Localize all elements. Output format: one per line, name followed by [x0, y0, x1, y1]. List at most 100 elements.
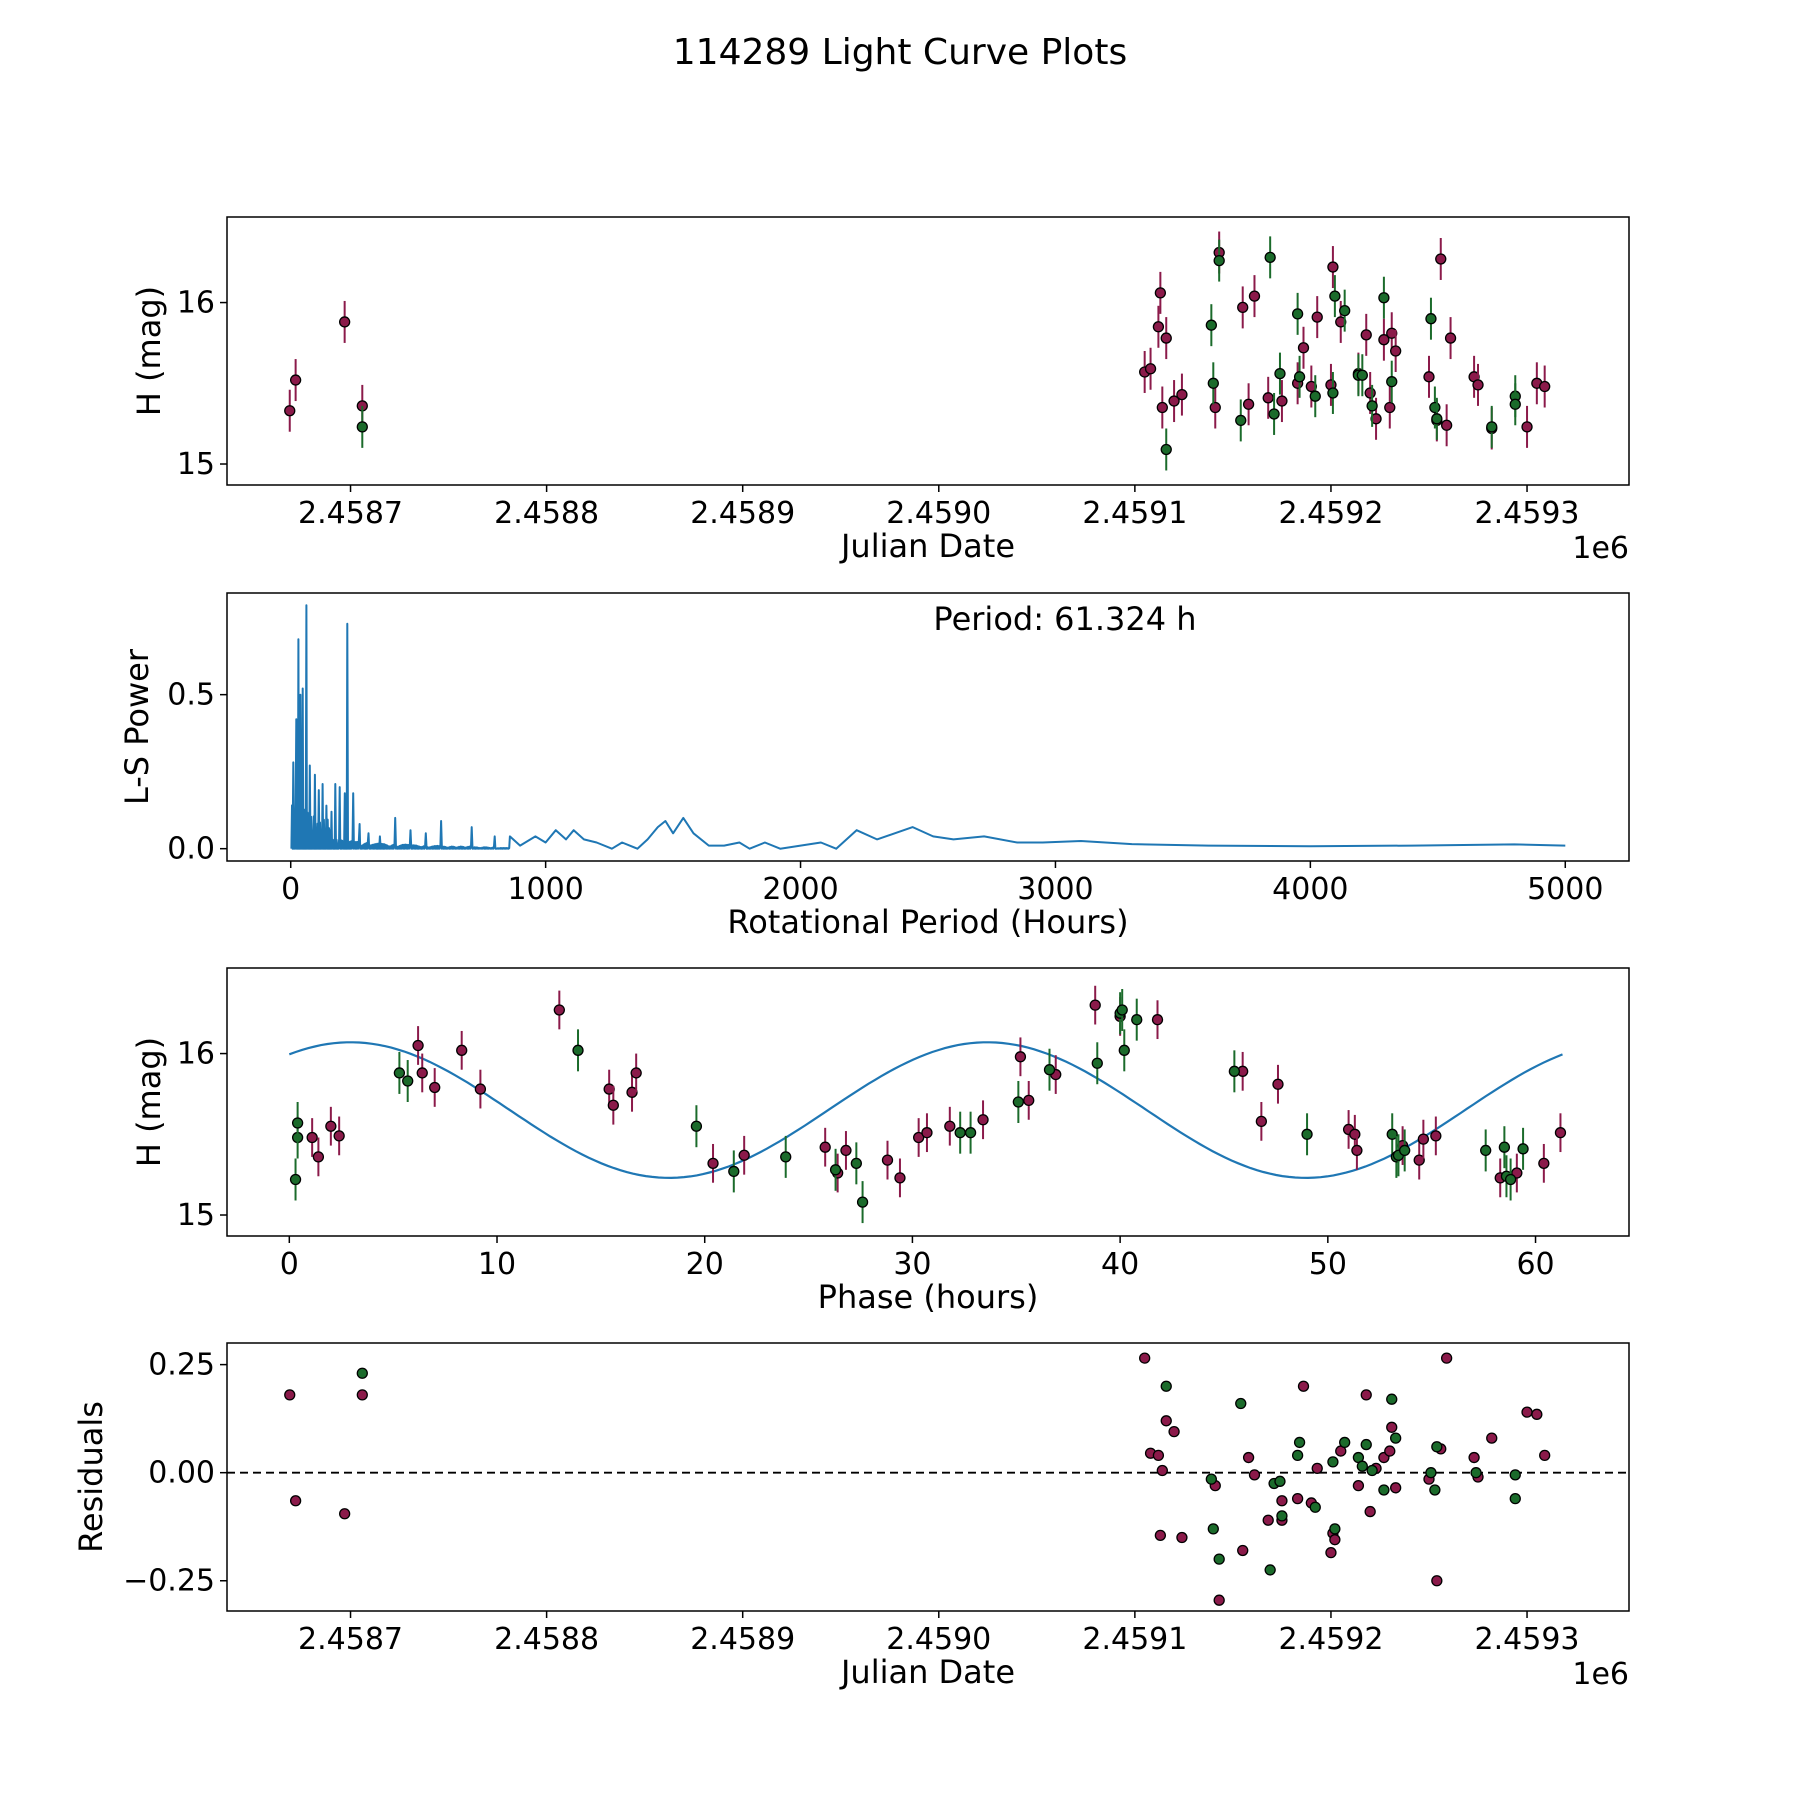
- data-point-red: [1349, 1128, 1361, 1140]
- x-tick-label: 2.4587: [298, 1622, 403, 1657]
- x-tick-label: 0: [280, 1247, 299, 1282]
- data-point-green: [1329, 1523, 1341, 1535]
- x-tick-label: 1000: [507, 872, 583, 907]
- data-point-green: [1431, 413, 1443, 425]
- y-tick-label: 15: [177, 447, 215, 482]
- data-point-green: [1327, 387, 1339, 399]
- x-tick-label: 2.4587: [298, 496, 403, 531]
- data-point-red: [1352, 1479, 1365, 1492]
- y-axis-label: H (mag): [130, 1037, 168, 1167]
- data-point-green: [356, 421, 368, 433]
- data-point-green: [291, 1117, 304, 1129]
- data-point-green: [1366, 1464, 1378, 1477]
- data-point-red: [1151, 1014, 1164, 1026]
- data-point-green: [1205, 1473, 1217, 1485]
- data-point-red: [1539, 380, 1551, 393]
- data-point-green: [402, 1075, 414, 1087]
- data-point-green: [1486, 421, 1498, 433]
- data-point-green: [1429, 1484, 1441, 1496]
- x-axis-label: Phase (hours): [818, 1278, 1039, 1316]
- x-tick-label: 0: [281, 872, 300, 907]
- axes-frame: [226, 216, 1630, 486]
- x-tick-label: 2.4588: [494, 496, 599, 531]
- data-point-red: [1237, 301, 1249, 314]
- y-tick-label: 15: [177, 1198, 215, 1233]
- data-point-green: [356, 1367, 368, 1379]
- data-point-green: [1012, 1096, 1025, 1108]
- data-point-green: [1431, 1441, 1443, 1453]
- data-point-green: [1386, 1128, 1398, 1140]
- data-point-red: [1262, 392, 1274, 404]
- data-point-green: [1293, 371, 1306, 383]
- data-point-green: [1160, 443, 1172, 456]
- data-point-green: [856, 1196, 869, 1208]
- data-point-red: [1255, 1115, 1268, 1128]
- data-point-red: [1023, 1094, 1035, 1107]
- data-point-green: [690, 1120, 703, 1132]
- data-point-red: [1168, 1425, 1180, 1438]
- data-point-red: [738, 1149, 750, 1161]
- y-tick-label: −0.25: [123, 1564, 215, 1599]
- data-point-green: [1205, 319, 1217, 331]
- x-tick-label: 2.4588: [494, 1622, 599, 1657]
- data-point-red: [1430, 1130, 1442, 1142]
- x-tick-label: 2.4590: [886, 496, 991, 531]
- data-point-green: [1509, 1469, 1521, 1481]
- data-point-red: [1311, 1462, 1323, 1475]
- data-point-red: [1364, 1505, 1376, 1518]
- data-point-green: [850, 1157, 862, 1169]
- data-point-red: [289, 374, 302, 386]
- data-point-red: [1360, 329, 1372, 341]
- data-point-green: [728, 1165, 740, 1178]
- data-point-red: [1539, 1449, 1551, 1462]
- data-point-red: [284, 1389, 296, 1401]
- x-tick-label: 5000: [1527, 872, 1603, 907]
- data-point-red: [1521, 421, 1533, 433]
- data-point-red: [1472, 379, 1484, 391]
- y-tick-label: 0.0: [167, 832, 215, 867]
- data-point-green: [1378, 292, 1390, 304]
- data-point-red: [819, 1141, 831, 1153]
- data-point-red: [944, 1120, 956, 1132]
- periodogram-line: [290, 604, 1566, 850]
- data-point-red: [1360, 1389, 1372, 1401]
- data-point-green: [1329, 290, 1341, 302]
- x-tick-label: 2.4590: [886, 1622, 991, 1657]
- data-point-green: [1504, 1173, 1517, 1186]
- x-tick-label: 2.4589: [690, 1622, 795, 1657]
- data-point-red: [1242, 398, 1255, 410]
- data-point-green: [1509, 1492, 1521, 1505]
- data-point-red: [1413, 1154, 1425, 1166]
- data-point-red: [1378, 334, 1390, 346]
- y-axis-label: L-S Power: [118, 648, 156, 805]
- data-point-red: [312, 1151, 325, 1163]
- data-point-red: [553, 1004, 565, 1016]
- data-point-red: [284, 405, 296, 417]
- data-point-red: [1297, 1380, 1310, 1392]
- data-point-green: [780, 1151, 792, 1163]
- data-point-red: [1468, 1451, 1480, 1464]
- data-point-red: [306, 1131, 318, 1144]
- x-tick-label: 40: [1101, 1247, 1139, 1282]
- data-point-red: [707, 1157, 719, 1169]
- data-point-red: [1325, 1546, 1337, 1559]
- data-point-red: [356, 1389, 368, 1401]
- data-point-green: [1480, 1144, 1492, 1157]
- data-point-red: [1329, 1534, 1341, 1546]
- data-point-green: [289, 1173, 302, 1186]
- y-tick-label: 16: [177, 1037, 215, 1072]
- y-tick-label: 16: [177, 286, 215, 321]
- data-point-green: [1301, 1128, 1313, 1140]
- data-point-red: [1538, 1157, 1550, 1169]
- y-tick-label: 0.00: [148, 1456, 215, 1491]
- data-point-red: [412, 1039, 424, 1052]
- data-point-red: [1390, 1482, 1402, 1494]
- data-point-green: [1429, 401, 1441, 414]
- data-point-green: [1207, 377, 1219, 389]
- data-point-red: [881, 1154, 894, 1166]
- data-point-red: [1152, 321, 1165, 333]
- data-point-green: [1228, 1065, 1241, 1077]
- data-point-green: [1399, 1144, 1411, 1157]
- data-point-red: [1291, 1492, 1304, 1505]
- data-point-red: [1156, 1464, 1168, 1477]
